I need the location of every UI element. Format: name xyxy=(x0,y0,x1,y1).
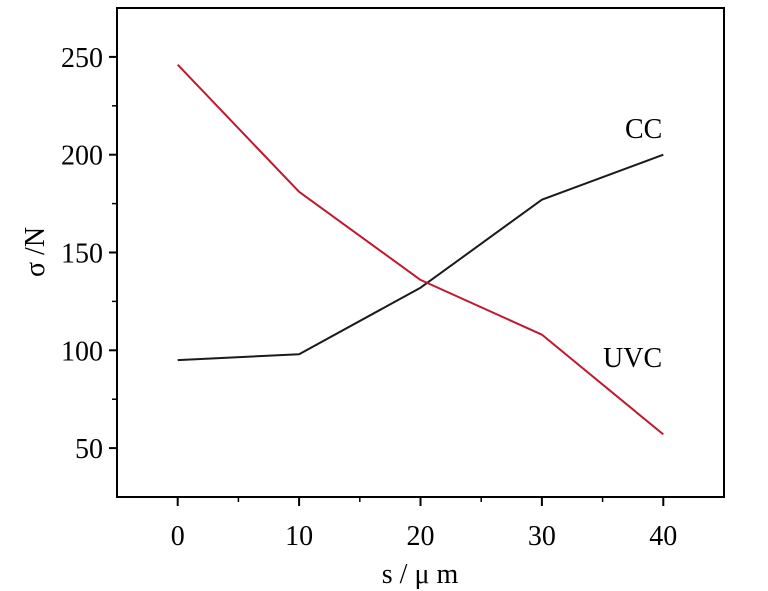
x-tick-label: 40 xyxy=(649,521,677,552)
series-line-uvc xyxy=(176,64,664,436)
y-tick-label: 250 xyxy=(61,43,103,74)
series-line-cc xyxy=(177,153,664,362)
x-axis-label: s / μ m xyxy=(382,559,459,590)
x-tick-label: 30 xyxy=(528,521,556,552)
plot-frame xyxy=(116,7,725,498)
x-axis-ticks: 0 10 20 30 40 xyxy=(171,497,677,552)
series-label-cc: CC xyxy=(625,114,662,145)
series-lines xyxy=(176,64,664,436)
series-label-uvc: UVC xyxy=(603,343,662,374)
y-tick-label: 200 xyxy=(61,141,103,172)
y-axis-label: σ /N xyxy=(20,227,51,277)
y-tick-label: 50 xyxy=(75,434,103,465)
y-tick-label: 150 xyxy=(61,239,103,270)
y-axis-ticks: 50 100 150 200 250 xyxy=(61,43,117,465)
y-tick-label: 100 xyxy=(61,336,103,367)
x-tick-label: 0 xyxy=(171,521,185,552)
x-tick-label: 20 xyxy=(407,521,435,552)
x-minor-ticks xyxy=(237,497,604,502)
x-tick-label: 10 xyxy=(285,521,313,552)
y-minor-ticks xyxy=(112,105,117,400)
